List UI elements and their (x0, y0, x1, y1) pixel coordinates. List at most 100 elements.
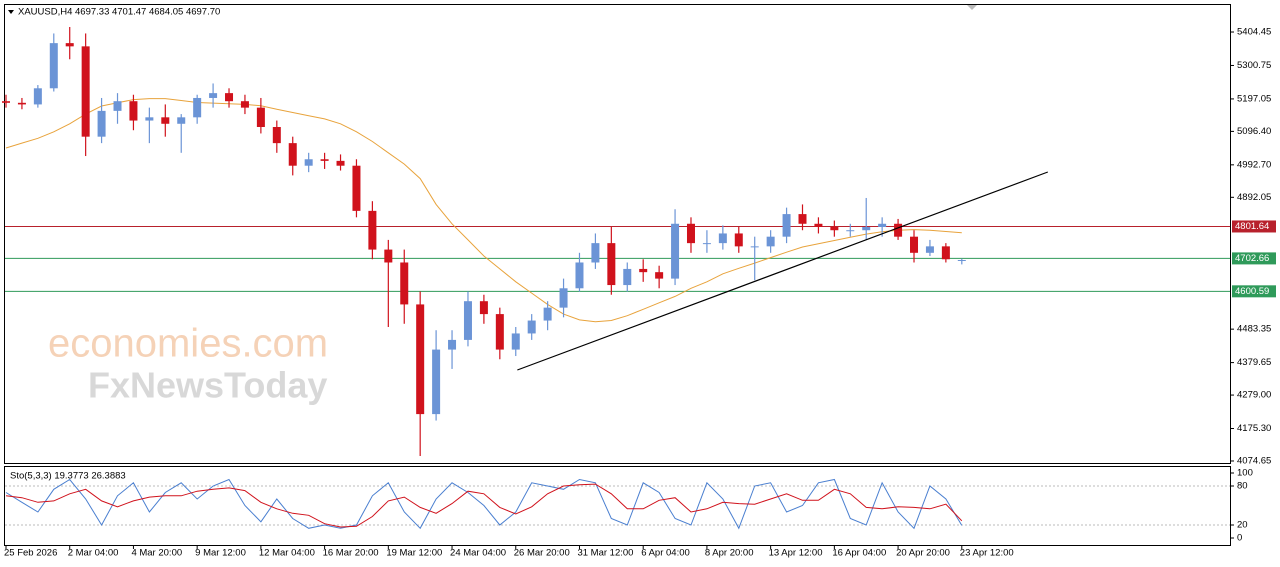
main-panel (4, 4, 1231, 464)
candle-body (81, 46, 90, 137)
candle-body (384, 249, 393, 263)
candle-body (272, 127, 281, 144)
candle-body (145, 117, 154, 121)
y-tick-label: 5300.75 (1237, 60, 1271, 71)
candle-body (878, 223, 887, 227)
candle-body (527, 320, 536, 334)
indicator-label: Sto(5,3,3) 19.3773 26.3883 (10, 471, 126, 482)
candle-body (209, 93, 218, 98)
candle-body (941, 246, 950, 260)
level-label-box (1232, 252, 1276, 265)
candle-body (2, 101, 10, 103)
candle-body (432, 349, 441, 415)
candle-body (225, 93, 234, 102)
candle-body (702, 243, 711, 245)
candle-body (862, 227, 871, 231)
x-tick-label: 23 Apr 12:00 (960, 548, 1014, 559)
x-tick-label: 9 Mar 12:00 (195, 548, 246, 559)
candle-body (671, 223, 680, 279)
candle-body (256, 107, 265, 127)
candle-body (894, 223, 903, 237)
y-tick-label: 4483.35 (1237, 324, 1271, 335)
y-tick-label: 4892.05 (1237, 192, 1271, 203)
stochastic-d (5, 483, 963, 528)
candle-body (846, 230, 855, 232)
candle-body (830, 227, 839, 231)
candle-body (304, 159, 313, 166)
x-tick-label: 31 Mar 12:00 (577, 548, 633, 559)
candle-body (416, 304, 425, 415)
candle-body (240, 101, 249, 108)
candle-body (336, 160, 345, 166)
y-tick-label: 5096.40 (1237, 126, 1271, 137)
candle-body (177, 117, 186, 124)
candle-body (957, 260, 966, 261)
y-tick-label: 4379.65 (1237, 357, 1271, 368)
candle-body (607, 243, 616, 286)
x-tick-label: 12 Mar 04:00 (259, 548, 315, 559)
candle-body (718, 233, 727, 244)
x-tick-label: 25 Feb 2026 (4, 548, 57, 559)
candle-body (559, 288, 568, 308)
candle-body (463, 301, 472, 340)
watermark: economies.com (48, 322, 328, 366)
candle-body (193, 97, 202, 118)
x-tick-label: 4 Mar 20:00 (131, 548, 182, 559)
candle-body (129, 101, 138, 121)
y-tick-label: 0 (1237, 533, 1242, 544)
candle-body (288, 143, 297, 166)
y-tick-label: 80 (1237, 481, 1248, 492)
candle-body (161, 117, 170, 124)
candle-body (479, 301, 488, 315)
candle-body (750, 246, 759, 248)
x-tick-label: 6 Apr 04:00 (641, 548, 690, 559)
candle-body (798, 214, 807, 224)
y-tick-label: 5404.45 (1237, 27, 1271, 38)
candle-body (49, 43, 58, 89)
candle-body (734, 233, 743, 247)
candle-body (575, 262, 584, 289)
y-tick-label: 5197.05 (1237, 93, 1271, 104)
candle-body (814, 223, 823, 227)
level-label: 4801.64 (1235, 221, 1269, 232)
x-tick-label: 20 Apr 20:00 (896, 548, 950, 559)
candle-body (623, 268, 632, 286)
y-tick-label: 4074.65 (1237, 455, 1271, 466)
x-tick-label: 26 Mar 20:00 (514, 548, 570, 559)
candle-body (591, 243, 600, 263)
x-tick-label: 16 Apr 04:00 (832, 548, 886, 559)
candle-body (910, 236, 919, 253)
candle-body (782, 214, 791, 237)
candle-body (65, 43, 74, 47)
candle-body (925, 246, 934, 253)
y-tick-label: 20 (1237, 520, 1248, 531)
candle-body (511, 333, 520, 350)
trendline (517, 171, 1049, 371)
candle-body (97, 110, 106, 137)
menu-arrow (8, 10, 14, 14)
candle-body (352, 165, 361, 211)
candle-body (400, 262, 409, 305)
level-label: 4702.66 (1235, 253, 1269, 264)
indicator-panel (4, 466, 1231, 546)
x-tick-label: 13 Apr 12:00 (769, 548, 823, 559)
x-tick-label: 19 Mar 12:00 (386, 548, 442, 559)
moving-average (5, 98, 962, 323)
watermark: FxNewsToday (88, 365, 327, 406)
shift-marker (967, 5, 977, 10)
candle-body (655, 272, 664, 279)
stochastic-k (5, 478, 963, 530)
candle-body (113, 101, 122, 111)
level-label-box (1232, 220, 1276, 233)
y-tick-label: 4175.30 (1237, 423, 1271, 434)
candle-body (639, 268, 648, 273)
candle-body (495, 314, 504, 350)
candle-body (368, 210, 377, 250)
y-tick-label: 100 (1237, 468, 1253, 479)
x-tick-label: 16 Mar 20:00 (323, 548, 379, 559)
candle-body (320, 159, 329, 161)
y-tick-label: 4992.70 (1237, 159, 1271, 170)
level-label: 4600.59 (1235, 286, 1269, 297)
